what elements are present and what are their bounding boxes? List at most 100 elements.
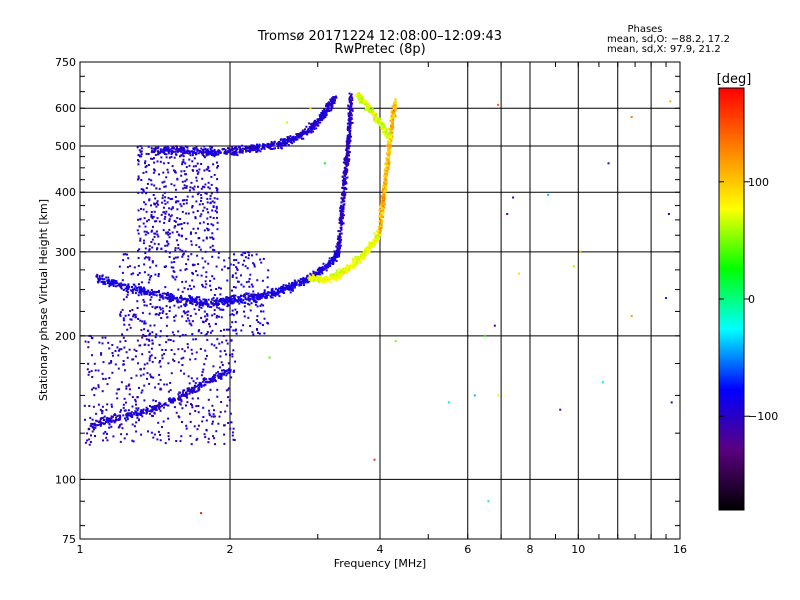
trace-point [298, 281, 301, 284]
trace-point [282, 292, 285, 294]
echo-point [206, 227, 209, 230]
trace-point [273, 290, 276, 293]
echo-point [169, 381, 172, 384]
trace-point [344, 166, 347, 169]
trace-point [170, 295, 172, 298]
trace-point [113, 414, 116, 417]
trace-point [344, 177, 347, 180]
trace-point [350, 122, 352, 125]
echo-point [193, 185, 196, 188]
trace-point [323, 265, 326, 268]
trace-point [345, 147, 348, 150]
echo-point [169, 215, 172, 218]
trace-point [266, 296, 268, 299]
echo-point [225, 328, 228, 331]
outlier-point [323, 162, 326, 165]
trace-point [303, 132, 306, 135]
trace-point [127, 413, 130, 416]
echo-point [247, 257, 250, 260]
echo-point [142, 190, 145, 193]
echo-point [161, 194, 164, 197]
echo-point [157, 421, 160, 424]
trace-point [255, 293, 258, 296]
trace-point [205, 300, 208, 303]
echo-point [204, 320, 207, 323]
echo-point [234, 308, 237, 311]
trace-point [111, 279, 114, 282]
trace-point [299, 278, 302, 280]
trace-point [359, 93, 362, 96]
echo-point [156, 306, 159, 309]
echo-point [231, 321, 234, 324]
echo-point [163, 180, 166, 183]
trace-point [376, 120, 379, 123]
echo-point [192, 227, 195, 230]
echo-point [221, 268, 224, 271]
trace-point [191, 152, 194, 155]
echo-point [165, 324, 168, 327]
trace-point [269, 291, 272, 294]
trace-point [159, 405, 162, 408]
echo-point [185, 268, 188, 270]
trace-point [275, 142, 278, 145]
trace-point [267, 294, 270, 297]
trace-point [172, 146, 175, 149]
echo-point [198, 168, 201, 171]
echo-point [197, 397, 200, 400]
trace-point [290, 139, 293, 142]
trace-point [243, 295, 246, 298]
trace-point [215, 372, 218, 375]
echo-point [156, 160, 159, 163]
trace-point [369, 105, 371, 108]
echo-point [262, 310, 265, 313]
trace-point [345, 165, 348, 168]
trace-point [319, 267, 322, 269]
trace-point [170, 147, 173, 150]
trace-point [348, 112, 351, 115]
trace-point [382, 185, 385, 188]
trace-point [350, 96, 353, 99]
echo-point [196, 162, 199, 165]
trace-point [340, 197, 343, 200]
trace-point [285, 142, 288, 145]
trace-point [344, 182, 347, 185]
echo-point [134, 400, 137, 403]
echo-point [205, 332, 208, 335]
trace-point [334, 96, 337, 98]
trace-point [378, 209, 381, 211]
trace-point [250, 149, 253, 152]
echo-point [202, 321, 205, 324]
trace-point [187, 150, 190, 153]
trace-point [314, 276, 317, 279]
trace-point [103, 278, 106, 281]
echo-point [142, 222, 145, 225]
echo-point [101, 336, 104, 339]
trace-point [93, 423, 96, 426]
trace-point [326, 107, 329, 110]
echo-point [110, 360, 113, 362]
echo-point [144, 252, 147, 255]
echo-point [200, 163, 203, 165]
trace-point [280, 138, 283, 141]
trace-point [327, 110, 330, 112]
echo-point [138, 154, 141, 157]
trace-point [315, 278, 318, 281]
echo-point [175, 239, 178, 242]
echo-point [153, 293, 156, 296]
trace-point [338, 253, 341, 256]
echo-point [203, 169, 206, 172]
echo-point [135, 403, 137, 406]
trace-point [320, 271, 323, 274]
trace-point [168, 300, 171, 303]
echo-point [223, 424, 225, 427]
echo-point [169, 389, 172, 392]
trace-point [292, 139, 295, 142]
echo-point [167, 432, 170, 434]
trace-point [126, 285, 128, 288]
echo-point [166, 244, 169, 247]
trace-point [118, 414, 121, 417]
trace-point [371, 109, 374, 112]
echo-point [144, 247, 147, 250]
trace-point [347, 150, 350, 153]
trace-point [324, 278, 327, 281]
